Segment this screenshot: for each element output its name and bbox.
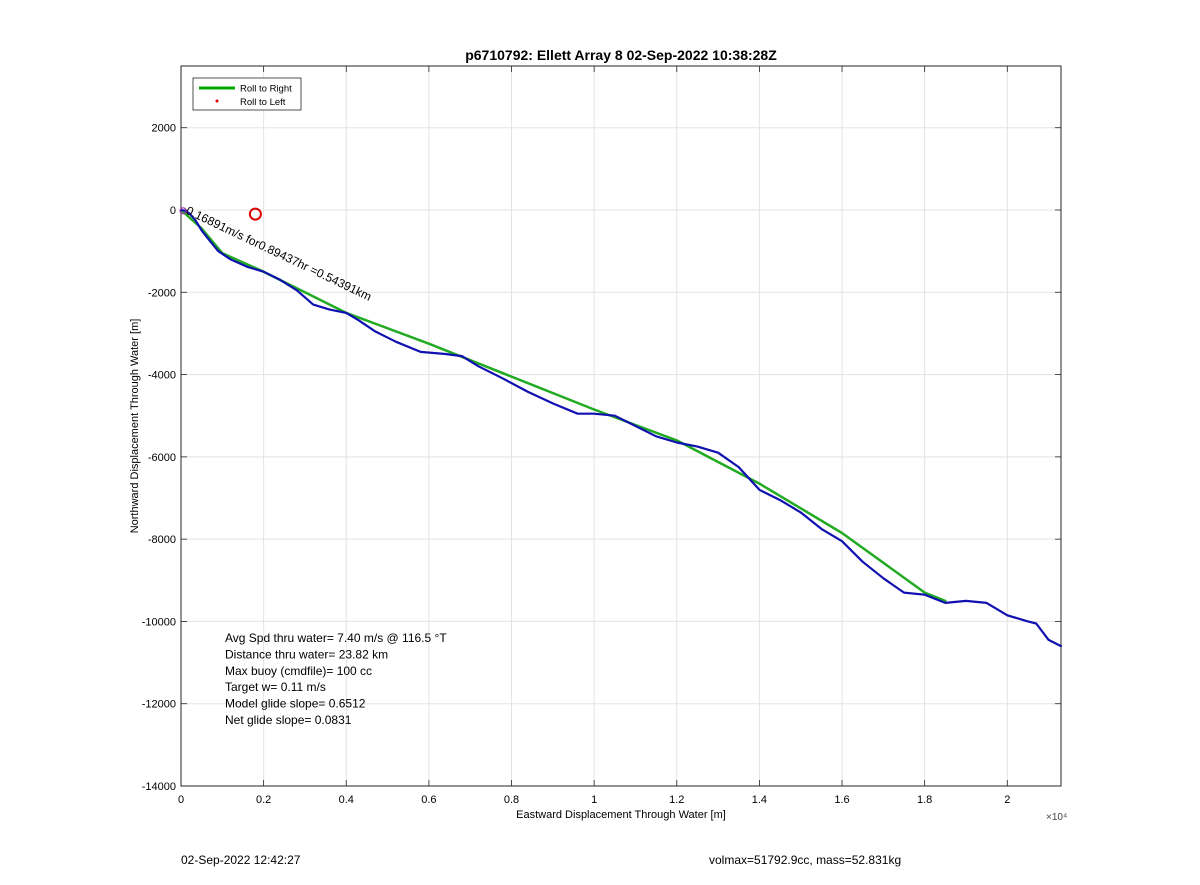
stats-line: Max buoy (cmdfile)= 100 cc [225, 664, 372, 678]
x-axis-label: Eastward Displacement Through Water [m] [516, 809, 726, 821]
x-multiplier-label: ×10⁴ [1046, 812, 1067, 823]
stats-line: Avg Spd thru water= 7.40 m/s @ 116.5 °T [225, 631, 447, 645]
y-tick-label: -10000 [142, 616, 176, 628]
y-tick-label: -8000 [148, 534, 176, 546]
stats-line: Distance thru water= 23.82 km [225, 647, 388, 661]
y-tick-label: -14000 [142, 781, 176, 793]
x-tick-labels: 0 0.2 0.4 0.6 0.8 1 1.2 1.4 1.6 1.8 2 [178, 794, 1010, 806]
x-tick-label: 0.4 [339, 794, 354, 806]
x-tick-label: 0.8 [504, 794, 519, 806]
x-tick-label: 1 [591, 794, 597, 806]
footer-timestamp: 02-Sep-2022 12:42:27 [181, 853, 301, 867]
series-lines [179, 208, 1063, 648]
footer-mass-info: volmax=51792.9cc, mass=52.831kg [709, 853, 902, 867]
y-tick-label: -2000 [148, 287, 176, 299]
x-tick-label: 1.2 [669, 794, 684, 806]
x-tick-label: 1.4 [752, 794, 767, 806]
x-tick-label: 1.6 [834, 794, 849, 806]
series-line-trajectory [179, 208, 1063, 648]
chart-title: p6710792: Ellett Array 8 02-Sep-2022 10:… [465, 47, 777, 63]
y-tick-label: 2000 [152, 123, 176, 135]
stats-block: Avg Spd thru water= 7.40 m/s @ 116.5 °T D… [225, 631, 447, 727]
x-tick-label: 0.2 [256, 794, 271, 806]
x-tick-label: 2 [1004, 794, 1010, 806]
x-tick-label: 1.8 [917, 794, 932, 806]
y-tick-label: -6000 [148, 452, 176, 464]
stats-line: Model glide slope= 0.6512 [225, 697, 366, 711]
x-tick-label: 0 [178, 794, 184, 806]
origin-marker [179, 207, 187, 215]
plot-area [180, 65, 1062, 787]
grid-lines [180, 66, 1061, 787]
y-tick-label: 0 [170, 205, 176, 217]
y-axis-label: Northward Displacement Through Water [m] [129, 319, 141, 534]
rotated-annotation: 0.16891m/s for0.89437hr =0.54391km [184, 203, 374, 303]
y-tick-labels: 2000 0 -2000 -4000 -6000 -8000 -10000 -12000 -14… [142, 123, 176, 793]
legend-box [192, 77, 302, 111]
legend-label-roll-right: Roll to Right [240, 84, 292, 95]
legend: Roll to Right Roll to Left [192, 77, 302, 111]
legend-swatch-roll-left [215, 99, 219, 103]
legend-label-roll-left: Roll to Left [240, 97, 286, 108]
tick-marks [180, 66, 1061, 787]
y-tick-label: -12000 [142, 699, 176, 711]
stats-line: Target w= 0.11 m/s [225, 680, 326, 694]
start-circle-marker [248, 207, 262, 221]
x-tick-label: 0.6 [421, 794, 436, 806]
chart-markers [179, 207, 262, 221]
y-tick-label: -4000 [148, 370, 176, 382]
stats-line: Net glide slope= 0.0831 [225, 713, 352, 727]
